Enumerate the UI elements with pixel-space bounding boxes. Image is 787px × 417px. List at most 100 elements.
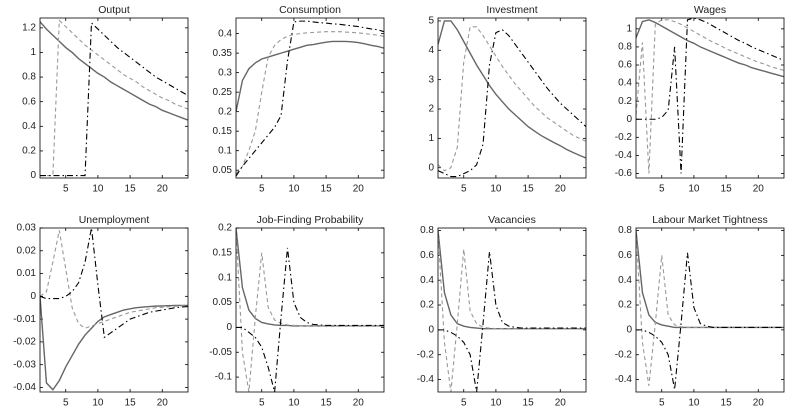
y-tick-label: 0.25: [213, 87, 233, 98]
x-tick-label: 5: [259, 184, 265, 195]
panel-title: Job-Finding Probability: [257, 214, 365, 226]
y-tick-label: -0.01: [13, 314, 36, 325]
panel-title: Consumption: [279, 4, 341, 16]
panel: Labour Market Tightness -0.4 -0.2 0 0.2 0.4 0.…: [615, 214, 785, 409]
x-tick-label: 15: [721, 184, 733, 195]
panel: Output 0 0.2 0.4 0.6 0.8 1 1.2 5 10 15 20: [22, 4, 189, 195]
series-line: [40, 19, 188, 177]
x-tick-label: 20: [157, 398, 169, 409]
y-tick-label: 1: [428, 133, 434, 144]
panel: Unemployment -0.04 -0.03 -0.02 -0.01 0 0.01 0.0…: [13, 214, 189, 409]
series-line: [636, 19, 784, 78]
series-line: [438, 251, 586, 392]
panel: Job-Finding Probability -0.1 -0.05 0 0.05 0.1…: [209, 214, 385, 409]
y-tick-label: 0.4: [420, 275, 434, 286]
y-tick-label: 0: [30, 291, 36, 302]
y-tick-label: -0.02: [13, 337, 36, 348]
y-tick-label: 0.8: [420, 225, 434, 236]
series-line: [40, 230, 188, 329]
x-tick-label: 10: [92, 398, 104, 409]
y-tick-label: 1.2: [22, 22, 36, 33]
panel: Investment 0 1 2 3 4 5 5 10 15 20: [428, 4, 587, 195]
y-tick-label: 0.6: [618, 60, 632, 71]
x-tick-label: 10: [288, 398, 300, 409]
x-tick-label: 15: [125, 184, 137, 195]
y-tick-label: 0.2: [218, 223, 232, 234]
x-tick-label: 20: [353, 398, 365, 409]
y-tick-label: 0.2: [218, 106, 232, 117]
y-tick-label: 0.05: [213, 297, 233, 308]
y-tick-label: 0.4: [618, 275, 632, 286]
x-tick-label: 15: [321, 398, 333, 409]
x-tick-label: 5: [461, 398, 467, 409]
y-tick-label: 0.2: [618, 96, 632, 107]
y-tick-label: 0.35: [213, 48, 233, 59]
y-tick-label: 0.2: [22, 146, 36, 157]
x-tick-label: 15: [721, 398, 733, 409]
x-tick-label: 5: [63, 398, 69, 409]
plot-frame: [39, 227, 189, 393]
x-tick-label: 20: [753, 398, 765, 409]
series-line: [236, 228, 384, 327]
panel: Vacancies -0.4 -0.2 0 0.2 0.4 0.6 0.8 5 10 15 20: [417, 214, 587, 409]
x-tick-label: 20: [157, 184, 169, 195]
series-line: [438, 20, 586, 159]
y-tick-label: -0.4: [615, 150, 633, 161]
y-tick-label: 0: [428, 162, 434, 173]
panel: Consumption 0.05 0.1 0.15 0.2 0.25 0.3 0.35 0.4 5…: [213, 4, 385, 195]
x-tick-label: 10: [688, 398, 700, 409]
y-tick-label: -0.4: [417, 374, 435, 385]
series-line: [636, 19, 784, 174]
series-line: [438, 29, 586, 178]
y-tick-label: 0.15: [213, 126, 233, 137]
series-line: [236, 40, 384, 112]
y-tick-label: 0.2: [618, 300, 632, 311]
series-line: [438, 230, 586, 330]
x-tick-label: 10: [490, 184, 502, 195]
y-tick-label: 0: [626, 325, 632, 336]
y-tick-label: 5: [428, 16, 434, 27]
x-tick-label: 5: [659, 184, 665, 195]
y-tick-label: 3: [428, 74, 434, 85]
y-tick-label: 0.02: [17, 245, 37, 256]
y-tick-label: 0.8: [618, 42, 632, 53]
y-tick-label: -0.03: [13, 359, 36, 370]
series-line: [236, 31, 384, 175]
y-tick-label: 0.4: [218, 28, 232, 39]
y-tick-label: 0: [428, 325, 434, 336]
x-tick-label: 5: [259, 398, 265, 409]
series-line: [236, 247, 384, 392]
y-tick-label: -0.05: [209, 347, 232, 358]
plot-frame: [235, 227, 385, 393]
plot-frame: [635, 17, 785, 179]
x-tick-label: 10: [490, 398, 502, 409]
x-tick-label: 15: [125, 398, 137, 409]
series-line: [636, 230, 784, 386]
panel-title: Vacancies: [488, 214, 536, 226]
y-tick-label: 0.4: [618, 78, 632, 89]
y-tick-label: 0.2: [420, 300, 434, 311]
x-tick-label: 20: [753, 184, 765, 195]
plot-frame: [235, 17, 385, 179]
x-tick-label: 20: [555, 184, 567, 195]
series-line: [636, 18, 784, 174]
x-tick-label: 10: [288, 184, 300, 195]
x-tick-label: 10: [92, 184, 104, 195]
y-tick-label: 0.8: [22, 72, 36, 83]
y-tick-label: 0.6: [420, 250, 434, 261]
y-tick-label: 0: [30, 170, 36, 181]
y-tick-label: 0.6: [22, 96, 36, 107]
y-tick-label: 0.6: [618, 250, 632, 261]
series-line: [438, 26, 586, 172]
y-tick-label: 0.3: [218, 67, 232, 78]
x-tick-label: 10: [688, 184, 700, 195]
y-tick-label: 0.15: [213, 247, 233, 258]
plot-frame: [39, 17, 189, 179]
y-tick-label: 0.03: [17, 223, 37, 234]
y-tick-label: -0.2: [615, 349, 633, 360]
x-tick-label: 15: [523, 398, 535, 409]
x-tick-label: 20: [555, 398, 567, 409]
x-tick-label: 15: [523, 184, 535, 195]
y-tick-label: -0.6: [615, 168, 633, 179]
